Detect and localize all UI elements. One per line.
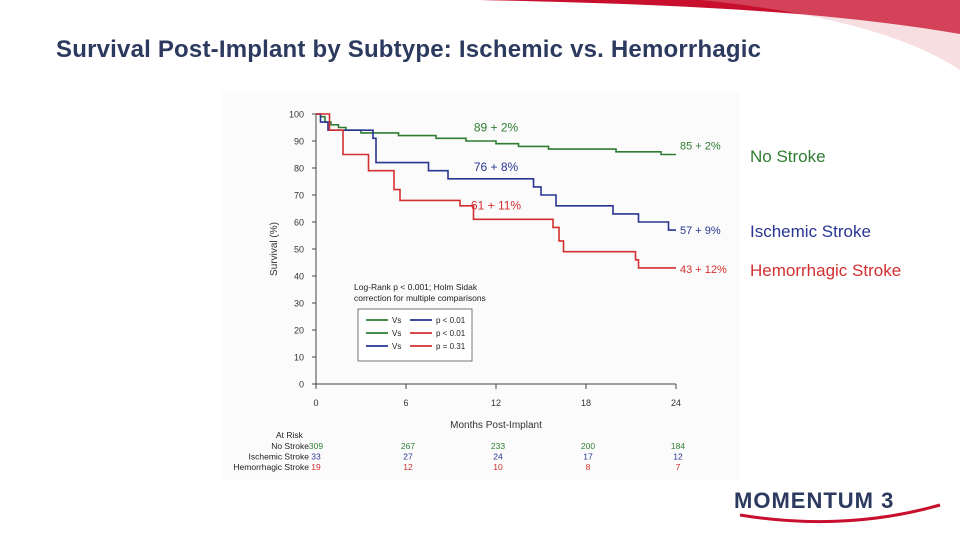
comparison-vs: Vs bbox=[392, 316, 401, 325]
at-risk-value: 184 bbox=[671, 441, 685, 451]
stats-text-line: correction for multiple comparisons bbox=[354, 293, 486, 303]
annotation-hemorrhagic-12mo: 61 + 11% bbox=[471, 198, 521, 212]
series-label-hemorrhagic: Hemorrhagic Stroke bbox=[750, 261, 902, 280]
at-risk-value: 7 bbox=[676, 462, 681, 472]
series-label-no-stroke: No Stroke bbox=[750, 147, 826, 166]
y-tick-label: 0 bbox=[299, 380, 304, 390]
annotation-no-stroke-24mo: 85 + 2% bbox=[680, 141, 721, 153]
x-tick-label: 24 bbox=[671, 398, 681, 408]
y-tick-label: 90 bbox=[294, 137, 304, 147]
comparison-p-value: p < 0.01 bbox=[436, 316, 466, 325]
y-tick-label: 70 bbox=[294, 191, 304, 201]
comparison-vs: Vs bbox=[392, 329, 401, 338]
at-risk-value: 12 bbox=[403, 462, 413, 472]
y-tick-label: 40 bbox=[294, 272, 304, 282]
slide-title: Survival Post-Implant by Subtype: Ischem… bbox=[56, 36, 762, 63]
stats-text-line: Log-Rank p < 0.001; Holm Sidak bbox=[354, 282, 478, 292]
chart-panel bbox=[222, 92, 740, 480]
y-axis-label: Survival (%) bbox=[269, 222, 280, 276]
y-tick-label: 20 bbox=[294, 326, 304, 336]
logo-swoosh bbox=[739, 503, 941, 524]
at-risk-value: 10 bbox=[493, 462, 503, 472]
annotation-ischemic-24mo: 57 + 9% bbox=[680, 225, 721, 237]
at-risk-row-label: Ischemic Stroke bbox=[249, 452, 310, 462]
at-risk-value: 27 bbox=[403, 452, 413, 462]
series-line-hemorrhagic bbox=[316, 113, 676, 269]
y-tick-label: 10 bbox=[294, 353, 304, 363]
comparison-legend-box bbox=[357, 308, 473, 362]
y-tick-label: 50 bbox=[294, 245, 304, 255]
at-risk-title: At Risk bbox=[276, 430, 304, 440]
at-risk-value: 8 bbox=[586, 462, 591, 472]
at-risk-value: 233 bbox=[491, 441, 505, 451]
at-risk-value: 19 bbox=[311, 462, 321, 472]
at-risk-row-label: No Stroke bbox=[271, 441, 309, 451]
at-risk-value: 12 bbox=[673, 452, 683, 462]
y-tick-label: 60 bbox=[294, 218, 304, 228]
y-tick-label: 100 bbox=[289, 110, 304, 120]
at-risk-value: 267 bbox=[401, 441, 415, 451]
series-label-ischemic: Ischemic Stroke bbox=[750, 222, 871, 241]
x-tick-label: 6 bbox=[403, 398, 408, 408]
at-risk-value: 33 bbox=[311, 452, 321, 462]
at-risk-value: 24 bbox=[493, 452, 503, 462]
at-risk-value: 309 bbox=[309, 441, 323, 451]
x-tick-label: 18 bbox=[581, 398, 591, 408]
header-accent-fade bbox=[700, 0, 960, 70]
annotation-no-stroke-12mo: 89 + 2% bbox=[474, 121, 519, 135]
x-axis-label: Months Post-Implant bbox=[450, 420, 542, 431]
at-risk-value: 200 bbox=[581, 441, 595, 451]
comparison-p-value: p < 0.01 bbox=[436, 329, 466, 338]
header-accent-swoosh bbox=[480, 0, 960, 34]
comparison-p-value: p = 0.31 bbox=[436, 342, 466, 351]
comparison-vs: Vs bbox=[392, 342, 401, 351]
at-risk-row-label: Hemorrhagic Stroke bbox=[233, 462, 309, 472]
x-tick-label: 0 bbox=[313, 398, 318, 408]
annotation-hemorrhagic-24mo: 43 + 12% bbox=[680, 264, 727, 276]
annotation-ischemic-12mo: 76 + 8% bbox=[474, 160, 519, 174]
momentum-logo: MOMENTUM 3 bbox=[734, 488, 895, 513]
y-tick-label: 80 bbox=[294, 164, 304, 174]
x-tick-label: 12 bbox=[491, 398, 501, 408]
at-risk-value: 17 bbox=[583, 452, 593, 462]
y-tick-label: 30 bbox=[294, 299, 304, 309]
